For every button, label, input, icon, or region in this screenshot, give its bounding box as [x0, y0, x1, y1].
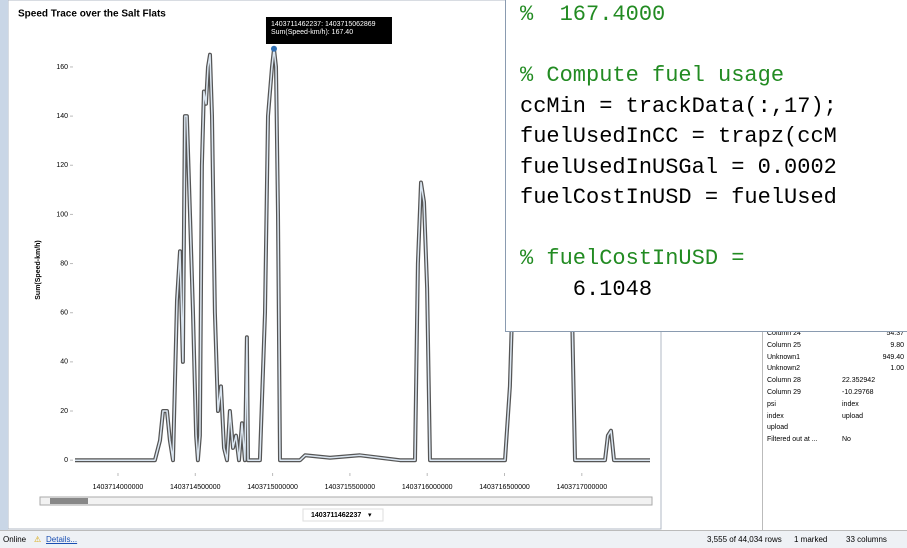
table-row: psi index	[763, 399, 907, 411]
cell-key: Column 29	[767, 388, 801, 396]
y-tick-label: 160	[56, 64, 68, 71]
selector[interactable]	[302, 508, 384, 522]
selector-label[interactable]: 1403711462237	[311, 512, 361, 519]
cell-key: index	[767, 412, 784, 420]
cell-value	[842, 422, 904, 434]
x-tick-label: 1403714000000	[93, 484, 144, 491]
online: Online	[3, 535, 27, 544]
left-strip	[0, 0, 8, 530]
table-row: index upload	[763, 411, 907, 423]
code-line	[506, 214, 907, 245]
code-line: fuelUsedInUSGal = 0.0002	[520, 154, 837, 180]
y-tick-label: 80	[60, 260, 68, 267]
code-line: fuelUsedInCC = trapz(ccM	[520, 124, 837, 149]
table-row: Column 29 -10.29768	[763, 387, 907, 399]
code-line: fuelCostInUSD = fuelUsed	[520, 185, 837, 210]
code-line: % fuelCostInUSD =	[520, 246, 745, 271]
marked-point	[270, 45, 277, 52]
cell-key: Filtered out at ...	[767, 436, 818, 444]
details-table: Column 24 54.37 Column 25 9.80 Unknown1 949.4…	[762, 332, 907, 530]
cell-key: upload	[767, 424, 789, 432]
cell-value: 949.40	[882, 353, 904, 361]
code-line: 6.1048	[520, 276, 653, 302]
cell-key: Column 28	[767, 377, 801, 385]
y-tick-label: 100	[56, 211, 68, 218]
table-row: Unknown2 1.00	[763, 363, 907, 375]
cell-value: 1.00	[890, 365, 904, 373]
status-bar: Online ⚠ Details... 3,555 of 44,034 rows…	[0, 530, 907, 548]
scroll-thumb[interactable]	[50, 498, 88, 504]
y-axis-label: Sum(Speed-km/h)	[35, 240, 42, 300]
x-tick-label: 1403714500000	[170, 484, 221, 491]
table-row: Column 28 22.352942	[763, 375, 907, 387]
warning-icon: ⚠	[34, 535, 42, 544]
columns-count: 33 columns	[846, 535, 887, 544]
cell-key: psi	[767, 400, 776, 408]
cell-value: 22.352942	[842, 377, 876, 385]
rows-count: 3,555 of 44,034 rows	[707, 535, 782, 544]
y-tick-label: 20	[60, 408, 68, 415]
code-line: ccMin = trackData(:,17);	[520, 93, 837, 119]
y-tick-label: 60	[60, 310, 68, 317]
cell-value: 54.37	[886, 332, 904, 337]
selector-arrow[interactable]: ▾	[368, 512, 372, 519]
x-tick-label: 1403716500000	[479, 484, 530, 491]
table-row: Filtered out at ... No	[763, 434, 907, 446]
cell-key: Unknown2	[767, 365, 801, 373]
table-row: Column 24 54.37	[763, 332, 907, 340]
chart-title: Speed Trace over the Salt Flats	[18, 9, 166, 20]
table-row: upload	[763, 422, 907, 434]
y-tick-label: 120	[56, 162, 68, 169]
details-link[interactable]: Details...	[46, 535, 78, 544]
y-tick-label: 40	[60, 359, 68, 366]
code-line: % Compute fuel usage	[520, 63, 785, 88]
cell-key: Unknown1	[767, 353, 801, 361]
table-row: Column 25 9.80	[763, 340, 907, 352]
tooltip	[265, 17, 392, 44]
x-tick-label: 1403717000000	[557, 484, 608, 491]
cell-value: index	[842, 400, 859, 408]
x-tick-label: 1403715000000	[247, 484, 298, 491]
cell-key: Column 24	[767, 332, 801, 337]
code-line: % 167.4000	[520, 2, 666, 27]
cell-key: Column 25	[767, 341, 801, 349]
x-tick-label: 1403715500000	[325, 484, 376, 491]
y-tick-label: 140	[56, 113, 68, 120]
table-body: Column 24 54.37 Column 25 9.80 Unknown1 949.4…	[763, 332, 907, 446]
cell-value: -10.29768	[842, 388, 874, 396]
cell-value: 9.80	[890, 341, 904, 349]
code-window: % 167.4000 % Compute fuel usage ccMin = tr…	[505, 0, 907, 332]
speed-line-highlight	[75, 48, 650, 461]
scrollbar[interactable]	[39, 496, 653, 506]
tooltip-text: 1403711462237: 1403715062869	[271, 21, 376, 28]
cell-value: No	[842, 436, 851, 444]
y-tick-label: 0	[64, 457, 68, 464]
tooltip-text: Sum(Speed-km/h): 167.40	[271, 29, 353, 36]
code-line	[506, 31, 907, 62]
x-tick-label: 1403716000000	[402, 484, 453, 491]
cell-value: upload	[842, 412, 864, 420]
marked-count: 1 marked	[794, 535, 828, 544]
table-row: Unknown1 949.40	[763, 352, 907, 364]
